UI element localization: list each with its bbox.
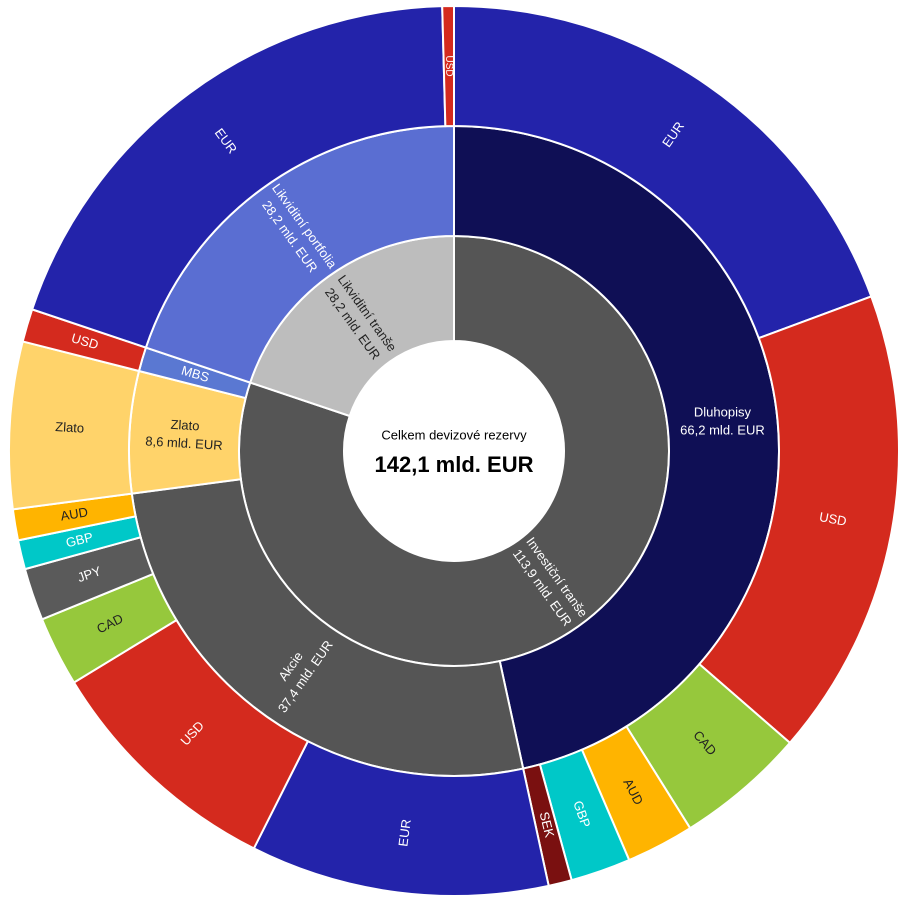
slice-label: GBP: [64, 529, 94, 550]
slice-label: Zlato: [170, 417, 200, 434]
slice-value-label: 8,6 mld. EUR: [145, 433, 223, 453]
slice-label: USD: [818, 509, 848, 529]
slice-label: JPY: [76, 563, 104, 585]
slice-label: EUR: [395, 818, 413, 847]
center-hole: [344, 341, 564, 561]
slice-label: Zlato: [55, 419, 85, 436]
slice-label: SEK: [537, 810, 558, 839]
slice-label: AUD: [59, 504, 89, 523]
center-total: 142,1 mld. EUR: [375, 452, 534, 477]
slice-label: USD: [443, 55, 454, 76]
slice-label: USD: [70, 330, 101, 352]
sunburst-slice: [441, 4, 455, 128]
slice-label: Dluhopisy: [694, 405, 752, 420]
center-title: Celkem devizové rezervy: [381, 427, 527, 442]
slice-value-label: 66,2 mld. EUR: [680, 423, 765, 438]
